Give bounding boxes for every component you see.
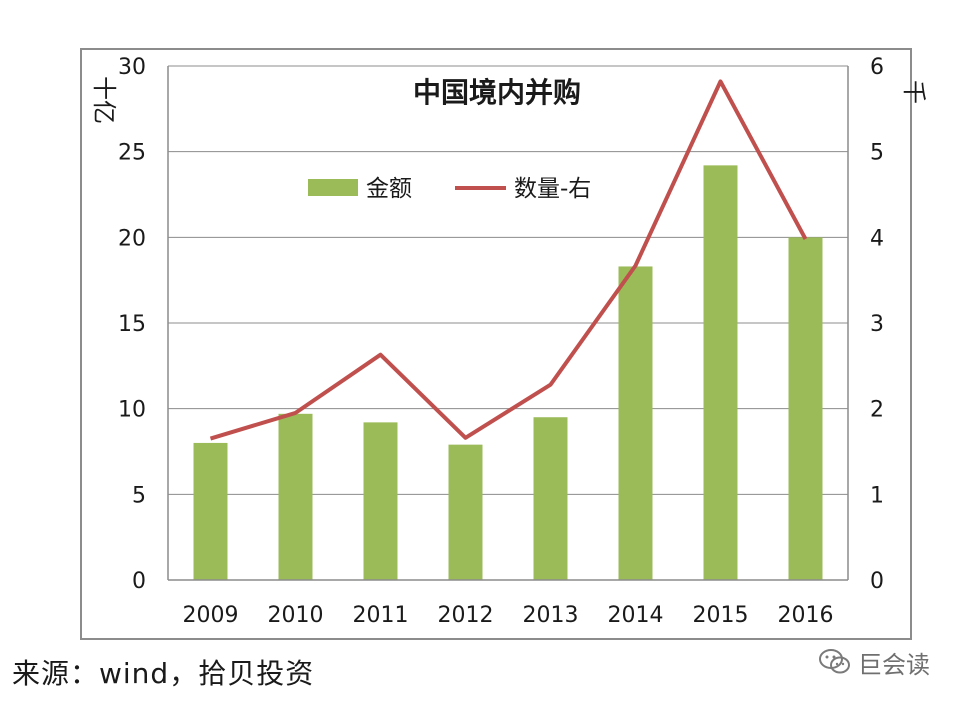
x-tick-label: 2014	[608, 603, 664, 628]
legend-label-bar: 金额	[366, 176, 412, 202]
bar-2010	[278, 413, 313, 580]
x-tick-label: 2015	[693, 603, 749, 628]
y-left-tick-label: 25	[118, 141, 146, 166]
series-line-数量-右	[209, 79, 808, 441]
y-left-tick-label: 5	[132, 483, 146, 508]
y-right-tick-label: 2	[870, 398, 884, 423]
x-tick-label: 2013	[523, 603, 579, 628]
bar-2009	[193, 442, 228, 580]
y-left-tick-label: 0	[132, 569, 146, 594]
y-right-tick-label: 0	[870, 569, 884, 594]
y-right-tick-label: 4	[870, 226, 884, 251]
bar-2013	[533, 417, 568, 580]
x-tick-label: 2010	[268, 603, 324, 628]
bar-2012	[448, 444, 483, 580]
y-left-axis-label: 十亿	[90, 76, 118, 124]
watermark-label: 巨会读	[858, 650, 930, 679]
y-right-tick-label: 6	[870, 55, 884, 80]
watermark: 巨会读	[818, 647, 930, 679]
bar-2015	[703, 165, 738, 580]
y-left-tick-label: 30	[118, 55, 146, 80]
wechat-icon	[819, 649, 850, 674]
chart-svg: 0 5 10 15 20 25 30 0 1 2 3 4 5 6 2009 2010 2011 2012 2013 2…	[90, 55, 928, 628]
y-right-tick-label: 3	[870, 312, 884, 337]
y-left-tick-label: 15	[118, 312, 146, 337]
legend-label-line: 数量-右	[514, 176, 591, 202]
y-right-tick-label: 1	[870, 483, 884, 508]
y-left-tick-label: 10	[118, 398, 146, 423]
legend-swatch-bar	[308, 179, 358, 196]
y-left-tick-label: 20	[118, 226, 146, 251]
y-right-tick-label: 5	[870, 141, 884, 166]
x-tick-label: 2012	[438, 603, 494, 628]
x-tick-label: 2009	[183, 603, 239, 628]
source-note: 来源：wind，拾贝投资	[12, 657, 315, 690]
x-tick-label: 2011	[353, 603, 409, 628]
chart-title: 中国境内并购	[413, 76, 581, 109]
x-tick-label: 2016	[778, 603, 834, 628]
bar-2016	[788, 237, 823, 581]
bar-2011	[363, 422, 398, 580]
bar-2014	[618, 266, 653, 580]
y-right-axis-label: 千	[900, 80, 928, 104]
